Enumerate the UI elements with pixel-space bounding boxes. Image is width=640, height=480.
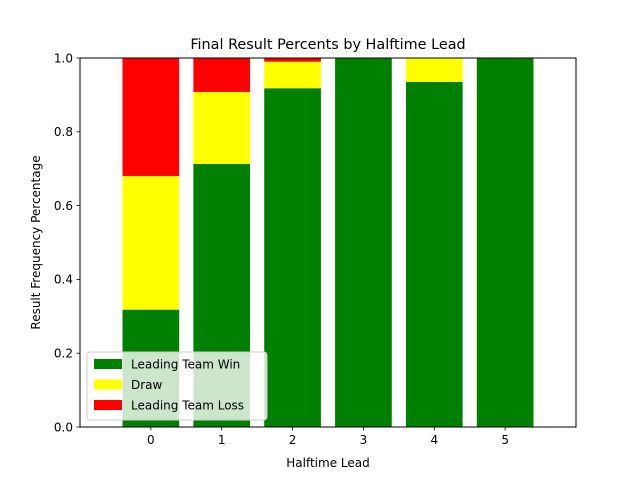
bar-segment-2-0	[264, 88, 321, 428]
x-axis-label: Halftime Lead	[286, 456, 369, 470]
y-tick-label: 0.2	[54, 347, 73, 361]
y-axis-label: Result Frequency Percentage	[29, 155, 43, 329]
x-tick-label: 5	[501, 433, 509, 447]
legend-label: Leading Team Win	[131, 358, 240, 372]
x-axis: 0 1 2 3 4 5	[147, 427, 509, 447]
legend-label: Leading Team Loss	[131, 399, 244, 413]
y-tick-label: 0.6	[54, 199, 73, 213]
legend-box	[86, 351, 268, 421]
bar-segment-4-0	[405, 81, 463, 428]
y-tick-label: 0.4	[54, 273, 73, 287]
legend-swatch	[94, 400, 122, 410]
legend-label: Draw	[131, 378, 163, 392]
bar-segment-1-1	[193, 91, 251, 164]
x-tick-label: 3	[360, 433, 368, 447]
bar-segment-0-2	[122, 58, 180, 177]
y-tick-label: 0.0	[54, 420, 73, 434]
x-tick-label: 4	[430, 433, 438, 447]
chart-title: Final Result Percents by Halftime Lead	[190, 37, 465, 53]
y-axis: 0.0 0.2 0.4 0.6 0.8 1.0	[54, 51, 80, 434]
bar-segment-2-2	[264, 58, 321, 62]
bar-segment-2-1	[264, 61, 321, 89]
bar-segment-0-1	[122, 176, 180, 310]
bar-segment-1-2	[193, 58, 251, 92]
bar-segment-5-0	[476, 58, 534, 427]
bar-segment-4-1	[405, 58, 463, 82]
y-tick-label: 0.8	[54, 125, 73, 139]
y-tick-label: 1.0	[54, 51, 73, 65]
legend-swatch	[94, 379, 122, 390]
x-tick-label: 2	[289, 433, 297, 447]
x-tick-label: 0	[147, 433, 155, 447]
legend-swatch	[94, 359, 122, 369]
plot-frame	[79, 57, 577, 428]
x-tick-label: 1	[218, 433, 226, 447]
bar-segment-3-0	[335, 58, 392, 427]
legend: Leading Team Win Draw Leading Team Loss	[86, 351, 268, 421]
